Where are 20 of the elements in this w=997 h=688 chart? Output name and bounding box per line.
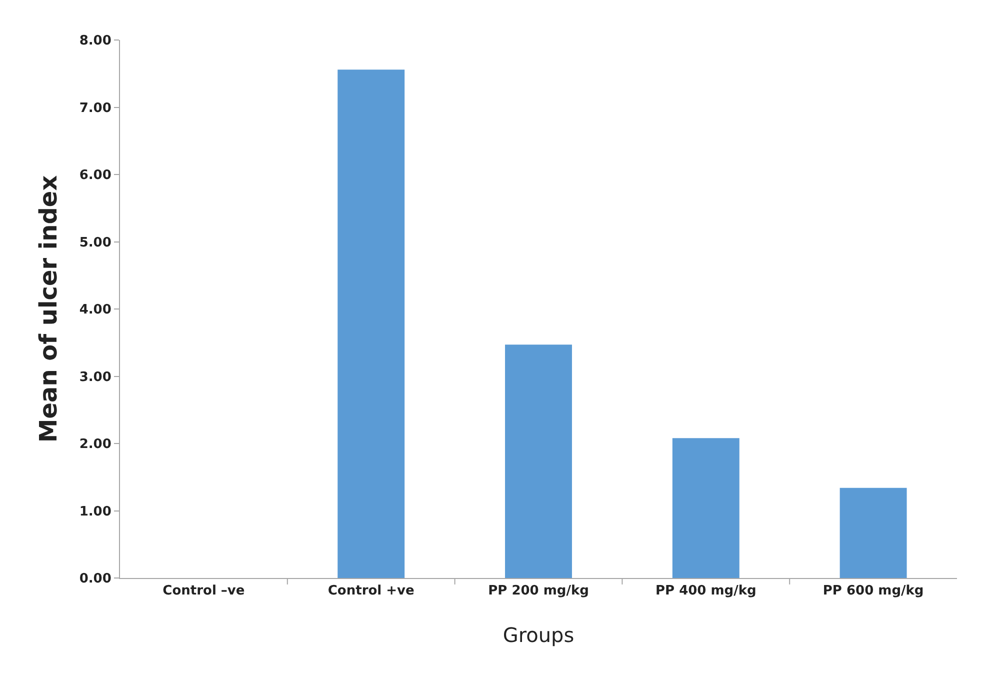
x-tick-label: Control –ve bbox=[162, 584, 245, 599]
bar bbox=[840, 488, 907, 578]
bar bbox=[338, 70, 405, 578]
y-tick-label: 3.00 bbox=[79, 370, 112, 385]
y-tick-label: 1.00 bbox=[79, 504, 112, 520]
x-tick-label: Control +ve bbox=[328, 584, 415, 599]
x-tick-label: PP 200 mg/kg bbox=[488, 584, 589, 599]
y-tick-label: 7.00 bbox=[79, 100, 112, 116]
x-tick-label: PP 400 mg/kg bbox=[656, 584, 756, 599]
y-tick-label: 6.00 bbox=[79, 168, 112, 184]
y-tick-label: 8.00 bbox=[79, 34, 112, 49]
y-axis-title: Mean of ulcer index bbox=[34, 174, 62, 443]
y-tick-label: 5.00 bbox=[79, 235, 112, 250]
x-tick-label: PP 600 mg/kg bbox=[822, 584, 924, 599]
y-tick-label: 2.00 bbox=[79, 437, 112, 452]
bar bbox=[505, 344, 572, 578]
x-axis-title: Groups bbox=[502, 623, 574, 648]
bar bbox=[672, 438, 740, 578]
y-tick-label: 0.00 bbox=[79, 572, 112, 587]
y-tick-label: 4.00 bbox=[79, 302, 112, 318]
